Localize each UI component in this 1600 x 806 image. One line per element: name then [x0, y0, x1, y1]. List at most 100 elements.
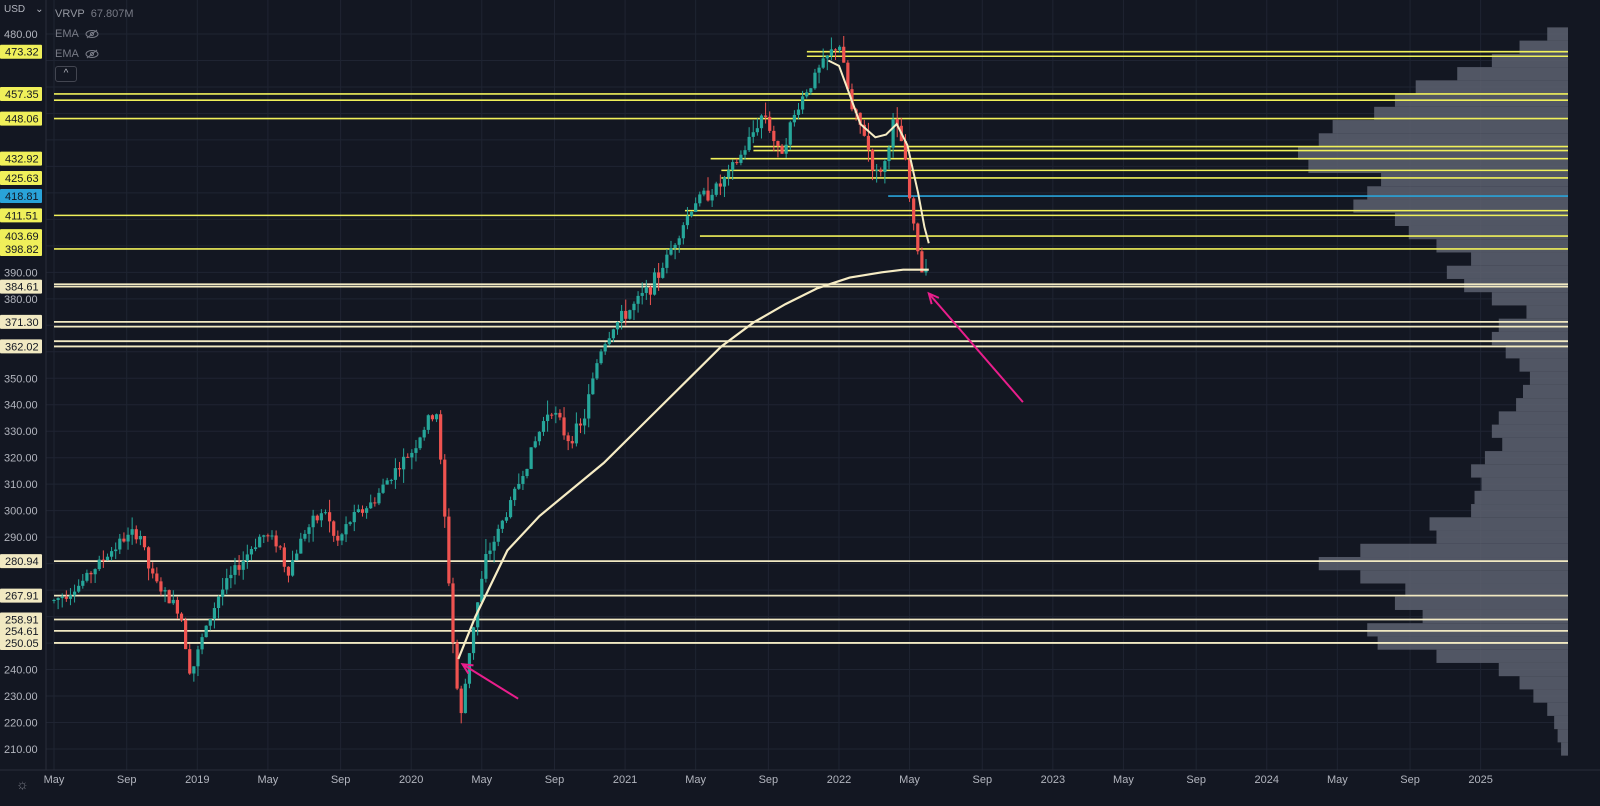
candle-body [286, 566, 291, 576]
candle-body [780, 146, 784, 154]
grid [46, 0, 1568, 770]
candle-body [554, 412, 558, 415]
time-axis[interactable]: May Sep 2019 May Sep 2020 May Sep 2021 May Sep 2022… [0, 769, 1600, 806]
candle-body [208, 619, 212, 626]
eye-off-icon[interactable] [85, 49, 99, 59]
annotation-arrow-head[interactable] [460, 663, 474, 675]
candle-body [504, 517, 509, 521]
candle-body [788, 122, 792, 145]
legend-ema-2[interactable]: EMA [55, 44, 134, 64]
ema-label-2: EMA [55, 48, 79, 60]
candle-body [578, 423, 583, 426]
candle-body [212, 608, 217, 620]
time-tick-label: 2023 [1041, 774, 1065, 786]
gear-icon[interactable]: ☼ [16, 776, 29, 792]
candle-body [702, 190, 706, 195]
price-level-tag[interactable] [0, 279, 42, 294]
candle-body [471, 627, 476, 654]
volume-profile-bar [1318, 133, 1568, 147]
candle-body [858, 112, 862, 125]
price-level-tag[interactable] [0, 339, 42, 354]
price-level-tag[interactable] [0, 229, 42, 244]
candle-body [883, 161, 887, 173]
price-level-tag[interactable] [0, 554, 42, 569]
price-tick-label: 340.00 [4, 400, 38, 412]
volume-profile-bar [1519, 676, 1568, 690]
currency-selector[interactable]: USD ⌄ [4, 4, 44, 15]
candle-body [319, 513, 323, 521]
legend-ema-1[interactable]: EMA [55, 24, 134, 44]
candle-body [225, 578, 229, 590]
ema-lines [457, 59, 930, 660]
candle-body [862, 124, 866, 136]
volume-profile-bar [1436, 649, 1568, 663]
price-level-tag[interactable] [0, 44, 42, 59]
candle-body [747, 136, 751, 151]
volume-profile-bar [1491, 331, 1568, 346]
candle-body [755, 128, 759, 133]
candle-body [488, 550, 492, 555]
price-level-tag[interactable] [0, 111, 42, 126]
price-level-tag[interactable] [0, 314, 42, 329]
candle-body [196, 649, 200, 667]
candle-body [870, 149, 875, 171]
price-level-tag[interactable] [0, 612, 42, 627]
candle-body [562, 417, 566, 436]
candle-body [521, 476, 525, 484]
collapse-legend-button[interactable]: ^ [55, 66, 77, 82]
volume-profile-bar [1533, 689, 1568, 703]
price-tick-label: 310.00 [4, 479, 38, 491]
price-level-tag[interactable] [0, 208, 42, 223]
chevron-down-icon: ⌄ [35, 4, 44, 15]
candle-body [307, 527, 311, 534]
eye-off-icon[interactable] [85, 29, 99, 39]
candle-body [282, 547, 286, 567]
candle-body [772, 130, 776, 142]
volume-profile-bar [1360, 570, 1568, 584]
price-level-tag[interactable] [0, 635, 42, 650]
candle-body [525, 468, 529, 477]
time-tick-label: Sep [545, 774, 565, 786]
price-level-tag[interactable] [0, 588, 42, 603]
legend-vrvp[interactable]: VRVP 67.807M [55, 4, 134, 24]
price-level-tag-label: 457.35 [5, 89, 39, 101]
candle-body [426, 415, 430, 430]
time-tick-label: 2024 [1255, 774, 1279, 786]
candle-body [718, 183, 722, 187]
price-level-tag[interactable] [0, 151, 42, 166]
candle-body [188, 649, 192, 674]
price-level-tag[interactable] [0, 241, 42, 256]
candle-body [410, 452, 414, 458]
annotation-arrow-shaft[interactable] [462, 663, 519, 700]
annotation-arrow-head[interactable] [927, 291, 940, 305]
candle-body [290, 560, 295, 576]
candle-body [607, 338, 611, 345]
candle-body [731, 162, 735, 171]
candle-body [130, 529, 134, 535]
candle-body [739, 154, 743, 163]
candle-body [138, 536, 142, 540]
time-tick-label: May [899, 774, 920, 786]
candle-body [126, 534, 130, 542]
price-axis[interactable]: 210.00 220.00 230.00 240.00 290.00 300.00 310.… [0, 0, 47, 770]
price-level-tag[interactable] [0, 623, 42, 638]
annotation-arrows[interactable] [460, 291, 1024, 700]
candles [52, 35, 928, 724]
current-price-tag[interactable] [0, 189, 42, 204]
candle-body [311, 515, 315, 528]
price-level-tag[interactable] [0, 170, 42, 185]
time-tick-label: May [1113, 774, 1134, 786]
candle-body [657, 272, 661, 278]
price-level-tag[interactable] [0, 86, 42, 101]
candle-body [912, 198, 916, 224]
candle-body [414, 448, 418, 453]
volume-profile-bar [1405, 583, 1568, 597]
candle-body [105, 556, 110, 560]
candle-body [529, 447, 533, 469]
candle-body [644, 287, 648, 293]
candle-body [751, 132, 755, 137]
candle-body [167, 590, 171, 604]
annotation-arrow-shaft[interactable] [928, 292, 1024, 403]
candle-body [422, 429, 426, 438]
